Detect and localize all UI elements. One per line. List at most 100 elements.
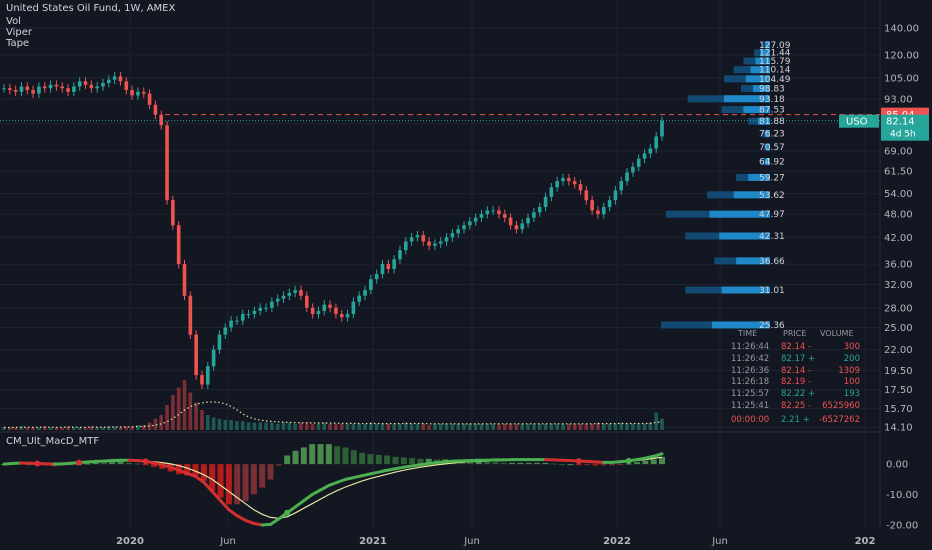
volume-bar bbox=[421, 423, 426, 430]
volume-bar bbox=[642, 423, 647, 430]
volume-bar bbox=[287, 422, 292, 430]
macd-histogram-bar bbox=[292, 450, 299, 465]
volume-bar bbox=[72, 427, 76, 430]
price-axis-label: 93.00 bbox=[884, 95, 913, 106]
time-axis-label: 2021 bbox=[359, 536, 387, 547]
volume-bar bbox=[636, 423, 641, 430]
indicator-vol[interactable]: Vol bbox=[6, 16, 21, 27]
volume-bar bbox=[95, 427, 99, 430]
volume-bar bbox=[374, 423, 379, 430]
price-axis-label: 42.00 bbox=[884, 233, 913, 244]
macd-histogram-bar bbox=[200, 464, 207, 481]
profile-level-label: 127.09 bbox=[759, 41, 791, 51]
candle-body bbox=[485, 210, 490, 215]
macd-histogram-bar bbox=[492, 462, 499, 465]
volume-bar bbox=[357, 423, 362, 430]
volume-bar bbox=[31, 427, 35, 430]
candle-body bbox=[468, 221, 472, 226]
candle-body bbox=[141, 91, 146, 94]
candle-body bbox=[357, 295, 362, 302]
volume-bar bbox=[316, 423, 321, 430]
profile-bar-buy bbox=[766, 143, 770, 151]
volume-bar bbox=[101, 427, 105, 430]
candle-body bbox=[462, 225, 466, 230]
volume-bar bbox=[217, 418, 222, 430]
indicator-tape[interactable]: Tape bbox=[6, 38, 30, 49]
candle-body bbox=[409, 237, 414, 242]
volume-bar bbox=[130, 426, 134, 430]
macd-histogram-bar bbox=[425, 458, 432, 465]
candle-body bbox=[572, 181, 577, 185]
candle-body bbox=[398, 250, 402, 260]
volume-bar bbox=[141, 425, 146, 430]
candle-body bbox=[613, 190, 618, 201]
tape-price: 82.22 + bbox=[781, 389, 816, 400]
macd-axis[interactable]: 0.00 -10.00 -20.00 bbox=[886, 460, 918, 532]
macd-axis-label: -10.00 bbox=[886, 490, 918, 501]
candle-body bbox=[607, 200, 612, 207]
macd-line-segment bbox=[227, 508, 239, 518]
macd-histogram-bar bbox=[517, 462, 524, 465]
price-axis[interactable]: 140.00120.00105.0093.0081.0069.0061.5054… bbox=[884, 24, 919, 434]
profile-level-labels: 127.09121.44115.79110.14104.4998.8393.18… bbox=[759, 41, 791, 331]
profile-bar-buy bbox=[721, 286, 770, 294]
macd-histogram-bar bbox=[275, 464, 282, 466]
macd-histogram-bar bbox=[92, 462, 99, 465]
profile-level-label: 98.83 bbox=[759, 85, 785, 95]
volume-bar bbox=[48, 427, 53, 430]
macd-cross-dot bbox=[284, 509, 291, 516]
volume-bar bbox=[334, 423, 338, 430]
macd-histogram-bar bbox=[600, 464, 607, 466]
candle-body bbox=[130, 89, 134, 96]
volume-bar bbox=[584, 423, 589, 430]
volume-bar bbox=[223, 420, 228, 430]
candle-body bbox=[229, 320, 233, 328]
macd-histogram-bar bbox=[559, 464, 566, 466]
profile-level-label: 59.27 bbox=[759, 173, 785, 183]
volume-bar bbox=[304, 422, 309, 430]
indicator-viper[interactable]: Viper bbox=[6, 27, 33, 38]
candle-body bbox=[19, 86, 24, 92]
candle-body bbox=[514, 225, 519, 230]
profile-level-label: 31.01 bbox=[759, 286, 785, 296]
macd-histogram-bar bbox=[192, 464, 199, 476]
volume-profile bbox=[661, 41, 770, 329]
volume-bar bbox=[572, 423, 577, 430]
macd-histogram-bar bbox=[592, 464, 599, 466]
tape-volume: 300 bbox=[843, 342, 860, 352]
macd-histogram-bar bbox=[84, 463, 91, 465]
candle-body bbox=[508, 217, 513, 226]
volume-bar bbox=[607, 423, 612, 430]
macd-histogram-bar bbox=[584, 464, 591, 466]
candle-body bbox=[235, 320, 239, 322]
candle-body bbox=[211, 349, 216, 367]
time-axis[interactable]: 2020 Jun 2021 Jun 2022 Jun 202 bbox=[116, 536, 875, 547]
volume-bar bbox=[182, 380, 187, 430]
macd-histogram-bar bbox=[467, 461, 474, 465]
profile-level-label: 104.49 bbox=[759, 75, 791, 85]
profile-level-label: 42.31 bbox=[759, 232, 785, 242]
profile-bar-buy bbox=[760, 49, 770, 57]
volume-bar bbox=[450, 423, 455, 430]
profile-level-label: 87.53 bbox=[759, 106, 785, 116]
candle-body bbox=[415, 235, 420, 238]
volume-bar bbox=[322, 422, 327, 430]
volume-bar bbox=[555, 423, 559, 430]
candle-body bbox=[25, 86, 30, 90]
candle-body bbox=[240, 314, 245, 321]
candle-body bbox=[48, 84, 53, 89]
candle-body bbox=[578, 184, 583, 191]
profile-bar-buy bbox=[753, 85, 770, 93]
volume-bar bbox=[409, 423, 414, 430]
candle-body bbox=[479, 214, 484, 218]
macd-line-segment bbox=[194, 474, 206, 484]
candle-body bbox=[444, 237, 449, 242]
chart-title[interactable]: United States Oil Fund, 1W, AMEX bbox=[6, 3, 176, 14]
volume-bar bbox=[293, 423, 297, 430]
candle-body bbox=[147, 93, 152, 105]
time-axis-label: 202 bbox=[855, 536, 876, 547]
candle-body bbox=[596, 210, 600, 215]
volume-bar bbox=[462, 423, 466, 430]
macd-histogram-bar bbox=[575, 464, 582, 466]
